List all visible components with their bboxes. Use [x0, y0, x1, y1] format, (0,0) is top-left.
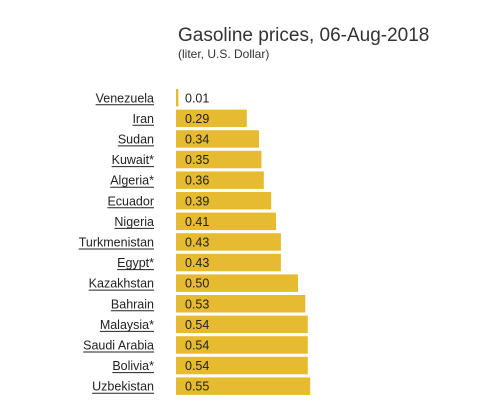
category-label: Bahrain [111, 297, 154, 311]
value-label: 0.34 [185, 132, 209, 146]
value-label: 0.29 [185, 112, 209, 126]
category-label: Ecuador [107, 194, 154, 208]
bar-2 [176, 130, 259, 148]
category-label: Kuwait* [112, 153, 155, 167]
value-label: 0.54 [185, 318, 209, 332]
bars-layer [176, 89, 311, 395]
value-label: 0.39 [185, 194, 209, 208]
bar-9 [176, 274, 298, 292]
value-label: 0.53 [185, 297, 209, 311]
value-label: 0.01 [185, 91, 209, 105]
category-label: Kazakhstan [89, 277, 154, 291]
bar-4 [176, 171, 264, 189]
category-label: Nigeria [114, 215, 154, 229]
category-label: Bolivia* [112, 359, 154, 373]
bar-13 [176, 356, 308, 375]
value-label: 0.54 [185, 339, 209, 353]
bar-7 [176, 233, 281, 251]
value-label: 0.43 [185, 236, 209, 250]
value-label: 0.43 [185, 256, 209, 270]
bar-10 [176, 295, 306, 313]
value-label: 0.35 [185, 153, 209, 167]
bar-3 [176, 150, 262, 169]
bar-8 [176, 253, 281, 272]
value-label: 0.54 [185, 359, 209, 373]
category-label: Uzbekistan [92, 380, 154, 394]
category-label: Algeria* [110, 174, 154, 188]
value-label: 0.55 [185, 380, 209, 394]
category-label: Malaysia* [100, 318, 154, 332]
bar-0 [176, 89, 179, 107]
category-label: Turkmenistan [79, 236, 154, 250]
bar-12 [176, 336, 308, 354]
category-label: Saudi Arabia [83, 339, 154, 353]
bar-11 [176, 315, 308, 334]
value-label: 0.36 [185, 174, 209, 188]
chart-subtitle: (liter, U.S. Dollar) [178, 47, 270, 61]
bar-5 [176, 192, 272, 210]
labels-layer: 0.01 Venezuela 0.29 Iran 0.34 Sudan 0.35 Kuwait… [78, 91, 209, 394]
bar-6 [176, 212, 276, 231]
chart-title: Gasoline prices, 06-Aug-2018 [178, 25, 430, 46]
bar-14 [176, 377, 311, 395]
category-label: Venezuela [96, 91, 154, 105]
category-label: Egypt* [117, 256, 154, 270]
value-label: 0.50 [185, 277, 209, 291]
bar-1 [176, 109, 247, 128]
category-label: Iran [132, 112, 154, 126]
category-label: Sudan [118, 132, 154, 146]
value-label: 0.41 [185, 215, 209, 229]
